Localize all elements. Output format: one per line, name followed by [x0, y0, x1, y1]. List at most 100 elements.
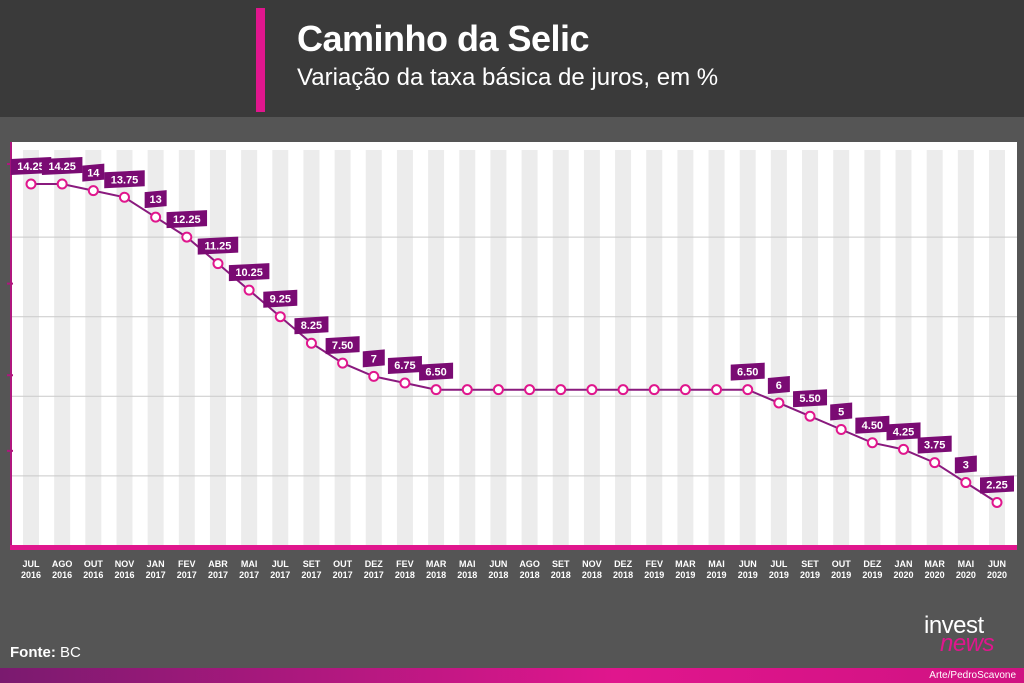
x-tick-month: MAR: [675, 559, 696, 569]
data-label: 14.25: [17, 161, 45, 173]
data-label: 3.75: [924, 440, 945, 452]
column-stripe: [615, 150, 632, 549]
x-axis-bar: [10, 545, 1017, 550]
data-point: [742, 384, 754, 396]
x-tick-month: FEV: [178, 559, 196, 569]
data-point: [991, 496, 1003, 508]
data-label-box: [166, 210, 208, 229]
x-tick-month: DEZ: [365, 559, 384, 569]
data-label: 6.50: [425, 367, 446, 379]
data-point: [555, 384, 567, 396]
data-label: 12.25: [173, 214, 201, 226]
data-point: [274, 311, 286, 323]
x-tick-month: NOV: [582, 559, 602, 569]
column-stripe: [770, 150, 787, 549]
data-point: [430, 384, 442, 396]
x-tick-year: 2017: [270, 570, 290, 580]
x-tick-month: AGO: [519, 559, 540, 569]
investnews-logo: invest news: [924, 614, 1019, 658]
column-stripe: [989, 150, 1005, 549]
x-tick-month: FEV: [645, 559, 663, 569]
data-point: [118, 191, 130, 203]
data-point: [305, 337, 317, 349]
data-label: 2.25: [986, 479, 1007, 491]
data-label: 9.25: [270, 294, 291, 306]
x-tick-month: MAR: [924, 559, 945, 569]
data-label-box: [767, 375, 790, 394]
logo-text-invest: invest: [924, 612, 984, 639]
data-label: 8.25: [301, 320, 322, 332]
x-tick-month: DEZ: [863, 559, 882, 569]
data-label: 6.50: [737, 367, 758, 379]
column-stripe: [116, 150, 133, 549]
x-tick-month: MAI: [958, 559, 975, 569]
data-point: [804, 410, 816, 422]
data-point: [898, 443, 910, 455]
column-stripe: [864, 150, 881, 549]
data-label-box: [197, 236, 239, 255]
data-label-box: [294, 316, 329, 335]
x-tick-year: 2017: [364, 570, 384, 580]
data-label: 6.75: [394, 360, 415, 372]
x-tick-year: 2019: [738, 570, 758, 580]
column-stripe: [521, 150, 538, 549]
x-tick-year: 2020: [956, 570, 976, 580]
data-label: 10.25: [235, 267, 263, 279]
data-label-box: [362, 349, 385, 368]
column-stripe: [428, 150, 445, 549]
x-tick-year: 2018: [457, 570, 477, 580]
column-stripe: [552, 150, 569, 549]
logo-text-news: news: [940, 630, 995, 657]
x-tick-year: 2019: [800, 570, 820, 580]
data-label-box: [793, 389, 828, 408]
x-tick-year: 2017: [301, 570, 321, 580]
column-stripe: [241, 150, 258, 549]
column-stripe: [833, 150, 850, 549]
x-tick-month: MAI: [241, 559, 258, 569]
data-label-box: [41, 157, 83, 175]
x-tick-year: 2016: [21, 570, 41, 580]
data-label-box: [144, 190, 167, 209]
x-tick-year: 2016: [114, 570, 134, 580]
column-stripe: [365, 150, 382, 549]
data-point: [181, 231, 193, 243]
x-tick-year: 2018: [395, 570, 415, 580]
data-label-box: [228, 263, 270, 282]
x-tick-month: DEZ: [614, 559, 633, 569]
x-tick-month: JUN: [489, 559, 507, 569]
data-label: 7: [371, 353, 377, 365]
column-stripe: [147, 150, 164, 549]
column-stripe: [490, 150, 507, 549]
data-point: [25, 178, 37, 190]
x-tick-year: 2018: [520, 570, 540, 580]
x-tick-year: 2019: [831, 570, 851, 580]
art-credit: Arte/PedroScavone: [929, 670, 1016, 681]
data-point: [773, 397, 785, 409]
x-tick-year: 2016: [83, 570, 103, 580]
header: Caminho da Selic Variação da taxa básica…: [0, 0, 1024, 117]
column-stripe: [677, 150, 694, 549]
data-label: 4.50: [862, 420, 883, 432]
x-tick-year: 2018: [551, 570, 571, 580]
data-point: [929, 457, 941, 469]
data-label-box: [855, 415, 890, 434]
data-label-box: [954, 455, 977, 474]
source-label: Fonte:: [10, 644, 56, 661]
data-label-box: [917, 435, 952, 454]
x-tick-month: ABR: [208, 559, 228, 569]
x-tick-month: MAI: [459, 559, 476, 569]
column-stripe: [708, 150, 725, 549]
x-tick-month: SET: [801, 559, 819, 569]
bottom-accent-bar: [0, 668, 1024, 683]
column-stripe: [583, 150, 600, 549]
data-label-box: [886, 422, 921, 441]
chart-title: Caminho da Selic: [297, 18, 590, 59]
column-stripe: [396, 150, 413, 549]
x-tick-year: 2019: [707, 570, 727, 580]
x-tick-month: SET: [552, 559, 570, 569]
chart-subtitle: Variação da taxa básica de juros, em %: [297, 64, 719, 91]
data-label-box: [10, 157, 52, 175]
column-stripe: [646, 150, 663, 549]
data-label: 14.25: [48, 161, 76, 173]
title-accent-bar: [256, 8, 265, 112]
